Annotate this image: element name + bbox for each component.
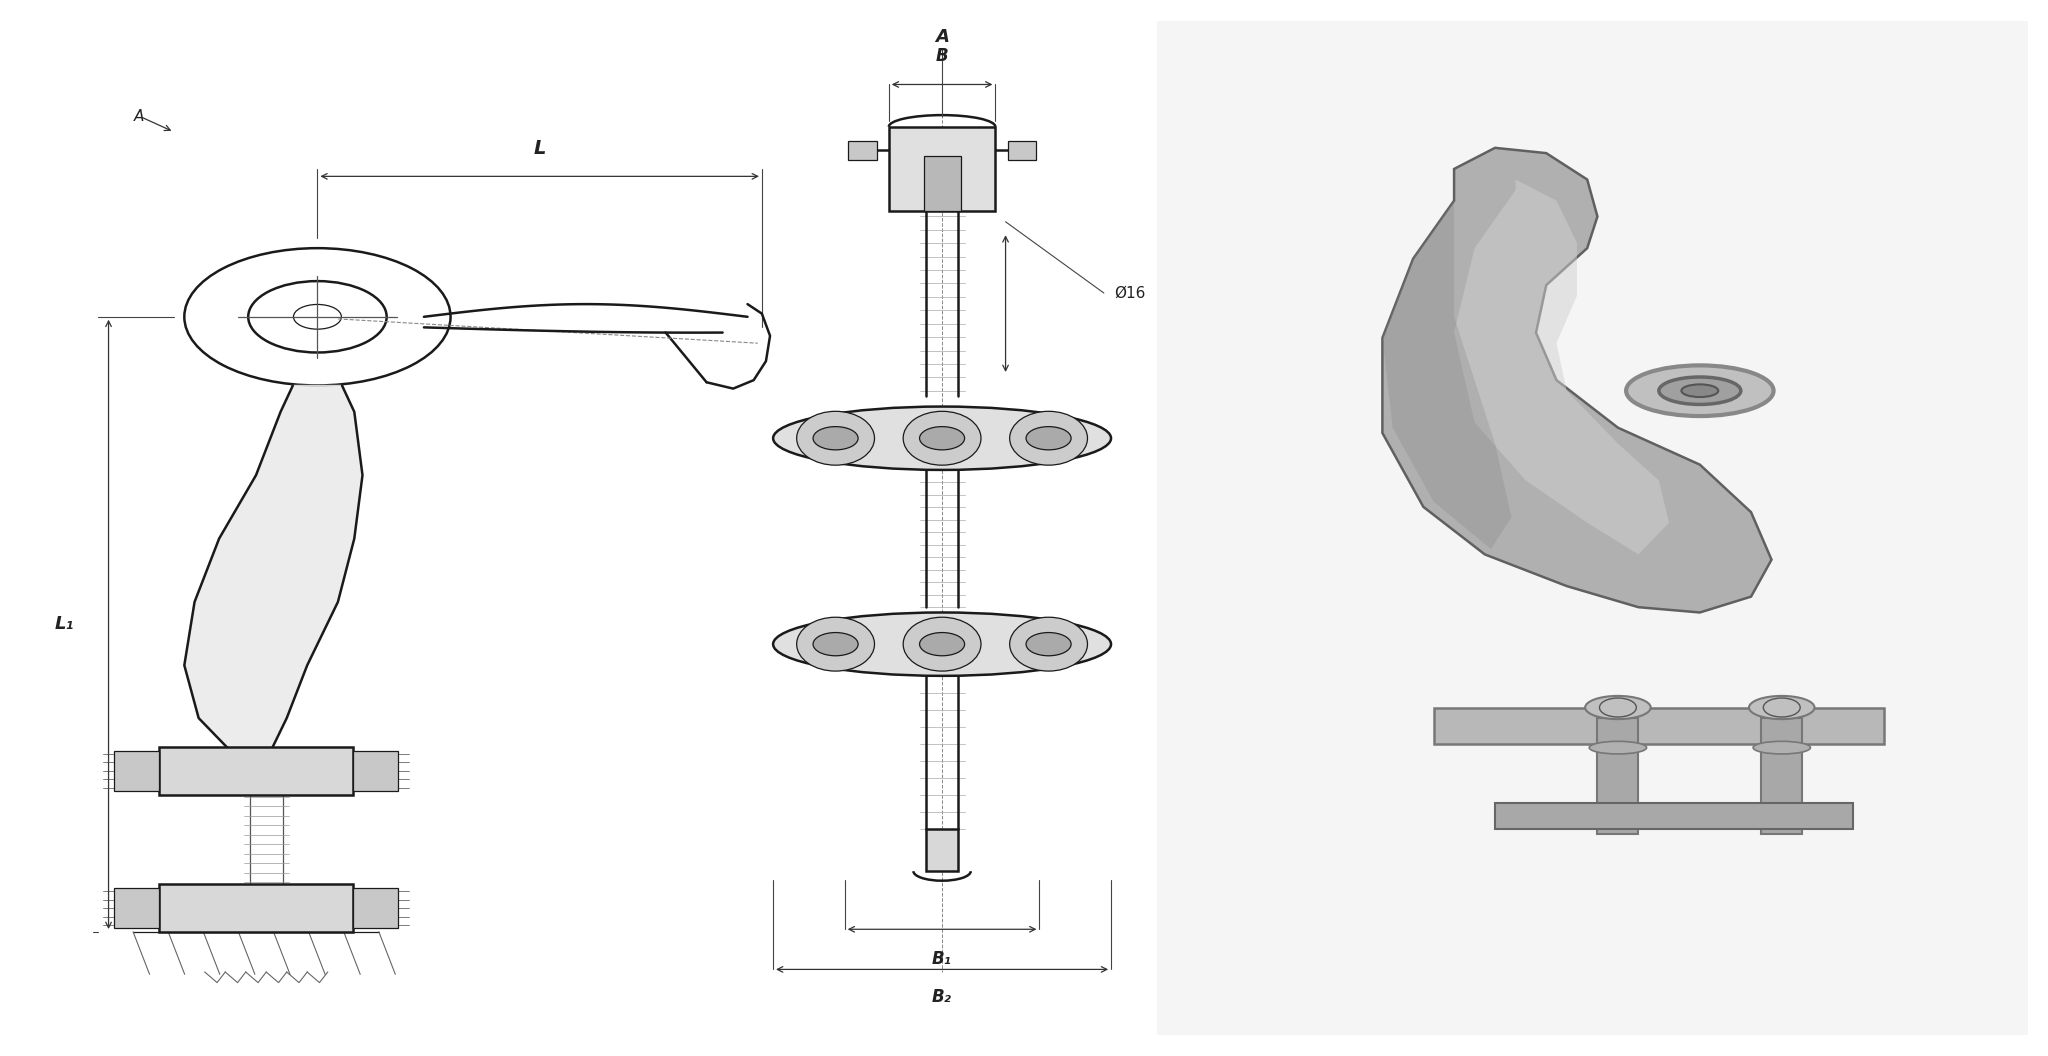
Bar [352, 751, 397, 791]
Bar [160, 748, 352, 795]
Ellipse shape [1753, 741, 1810, 754]
Bar [1495, 803, 1853, 829]
Ellipse shape [903, 617, 981, 672]
Bar [115, 888, 160, 928]
Bar [352, 888, 397, 928]
Polygon shape [1382, 201, 1511, 549]
Ellipse shape [772, 612, 1110, 676]
Ellipse shape [1681, 384, 1718, 397]
Ellipse shape [797, 411, 874, 465]
Bar [1157, 21, 2028, 1035]
Bar [889, 127, 995, 211]
Bar [160, 885, 352, 932]
Bar [848, 140, 877, 159]
Ellipse shape [1749, 696, 1815, 719]
Ellipse shape [1585, 696, 1651, 719]
Circle shape [1026, 633, 1071, 656]
Bar [1597, 718, 1638, 834]
Text: Ø16: Ø16 [1114, 285, 1145, 301]
Text: A: A [936, 27, 948, 46]
Polygon shape [1454, 180, 1669, 554]
Bar [115, 751, 160, 791]
Ellipse shape [1010, 411, 1087, 465]
Text: A: A [133, 109, 145, 124]
Polygon shape [1382, 148, 1772, 612]
Bar [926, 829, 958, 871]
Bar [1761, 718, 1802, 834]
Circle shape [813, 427, 858, 450]
Circle shape [920, 633, 965, 656]
Bar [1008, 140, 1036, 159]
Text: L₁: L₁ [55, 616, 74, 634]
Circle shape [1026, 427, 1071, 450]
Ellipse shape [1659, 377, 1741, 404]
Bar [924, 156, 961, 211]
Text: B: B [936, 48, 948, 65]
Polygon shape [184, 385, 362, 760]
Ellipse shape [1589, 741, 1647, 754]
Text: B₁: B₁ [932, 950, 952, 968]
Circle shape [813, 633, 858, 656]
Ellipse shape [772, 407, 1110, 470]
Text: L: L [532, 139, 547, 158]
Circle shape [920, 427, 965, 450]
Text: B₂: B₂ [932, 988, 952, 1006]
Bar [1434, 708, 1884, 744]
Ellipse shape [797, 617, 874, 672]
Ellipse shape [1626, 365, 1774, 416]
Ellipse shape [1010, 617, 1087, 672]
Ellipse shape [903, 411, 981, 465]
